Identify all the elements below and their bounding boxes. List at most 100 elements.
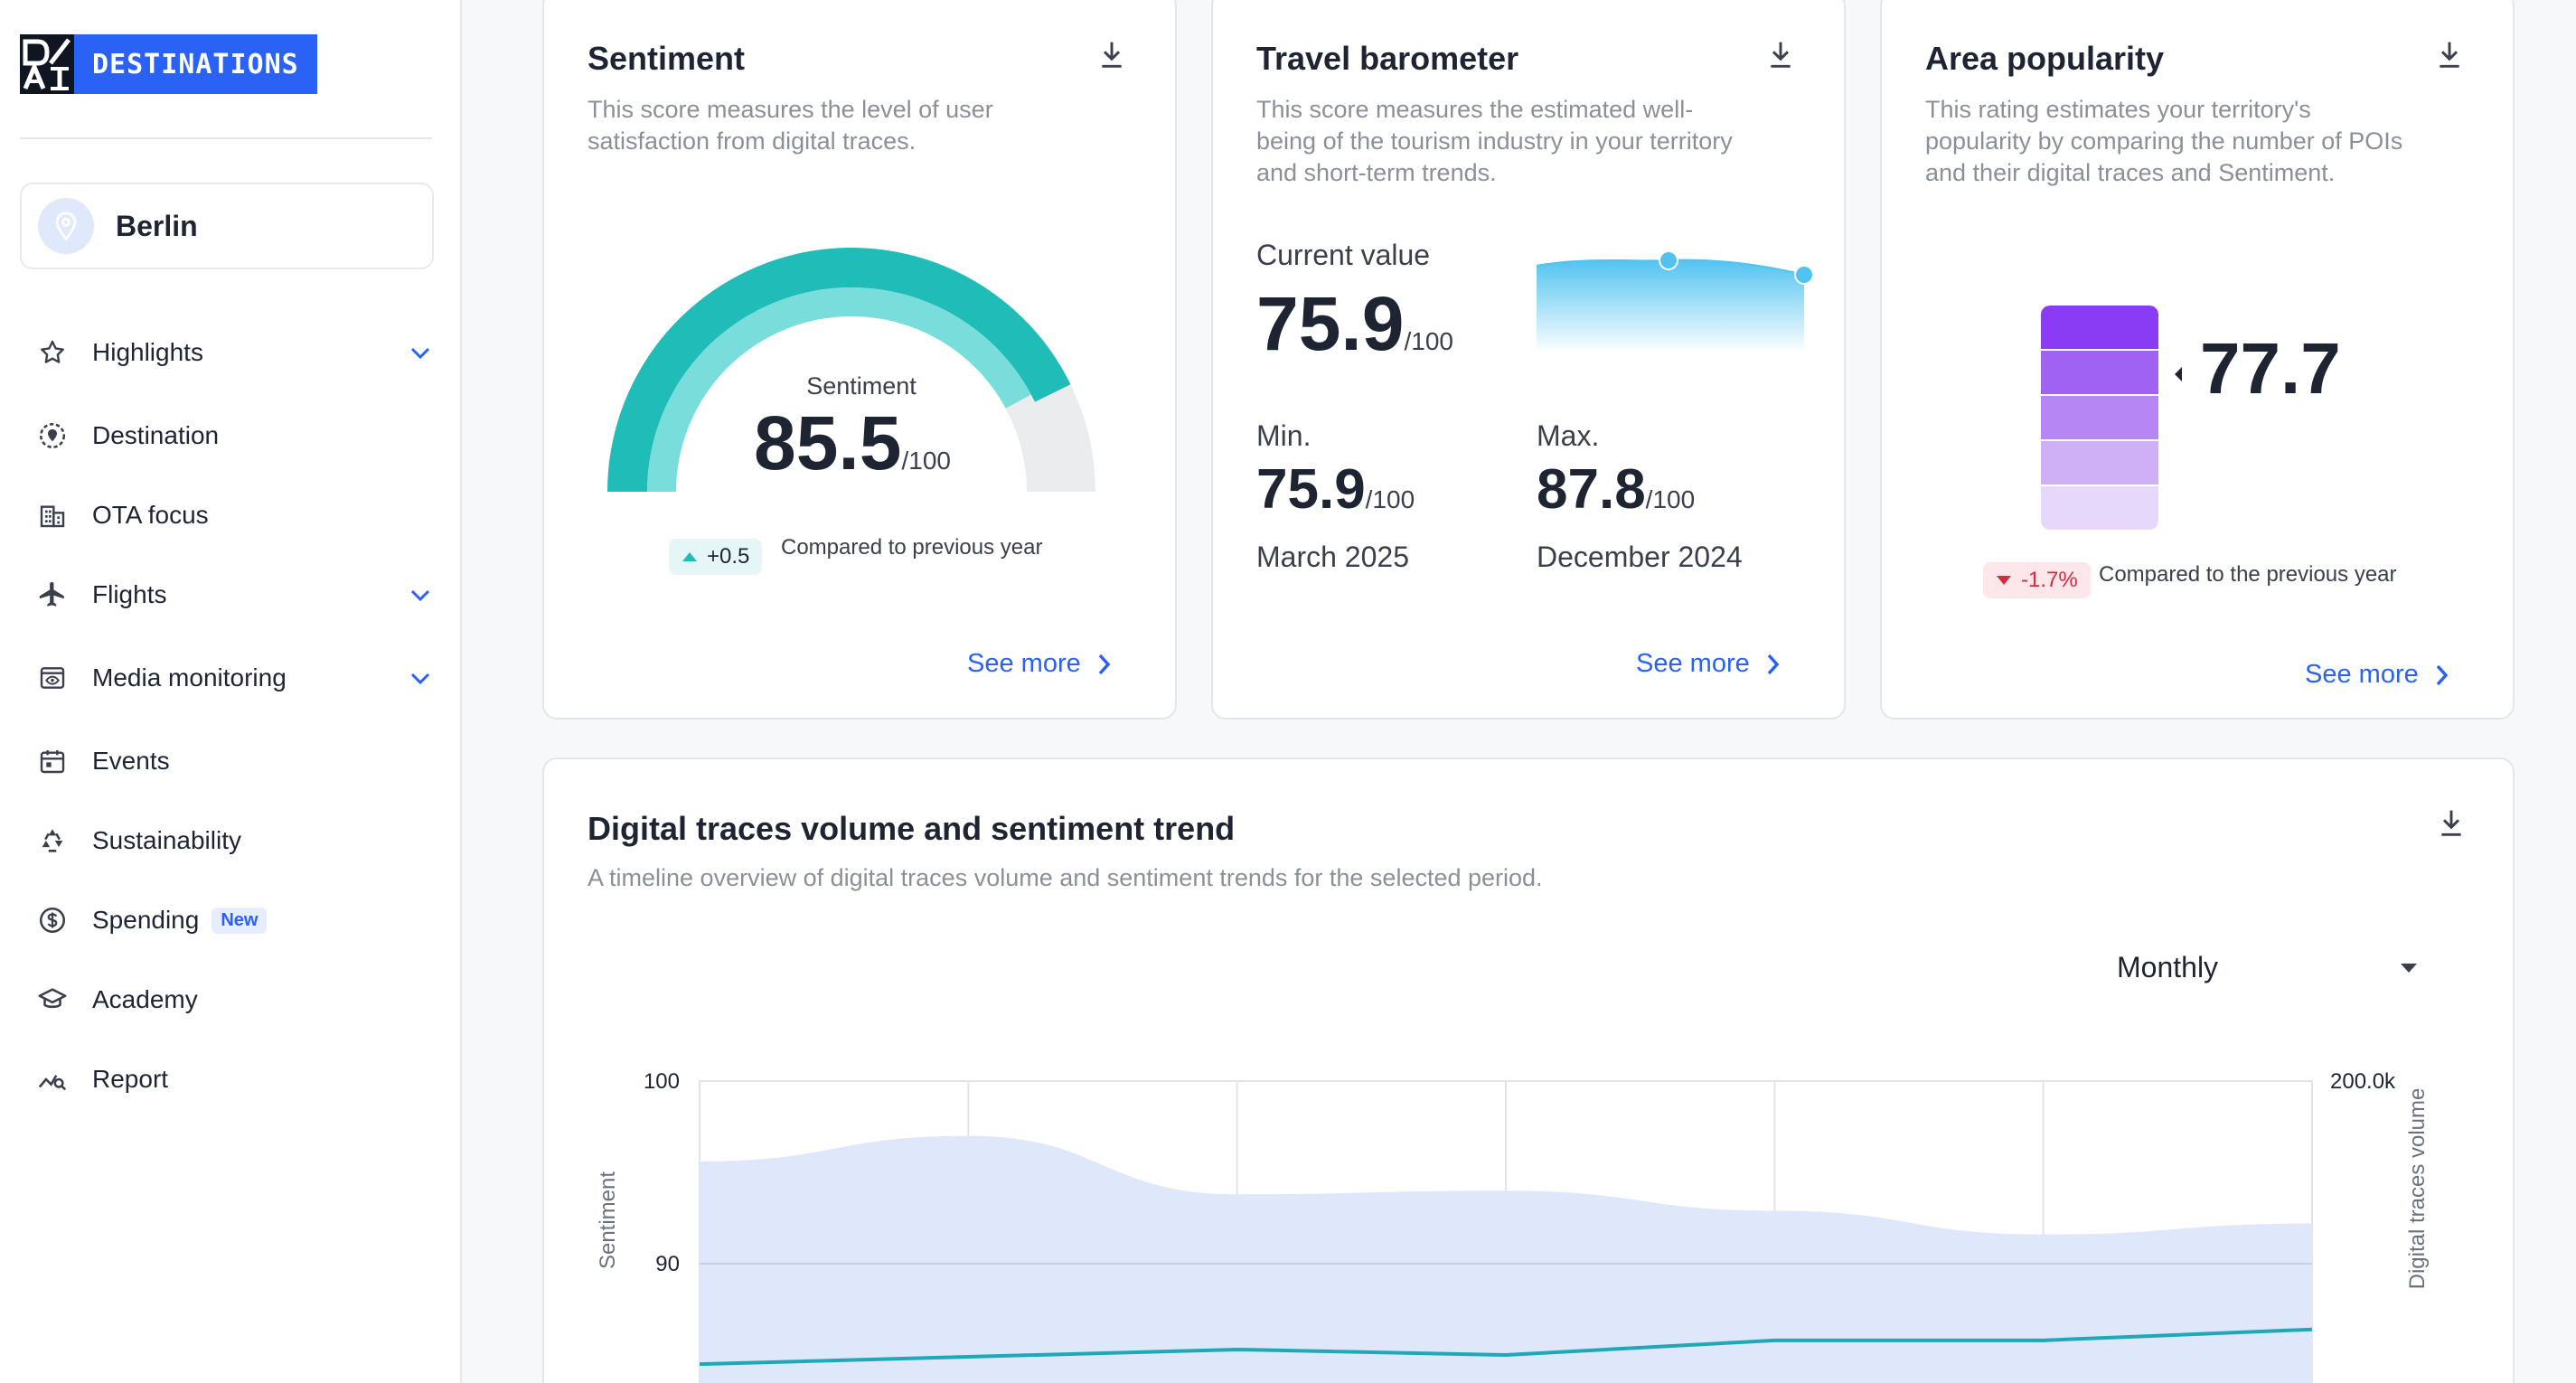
sidebar-item-sustainability[interactable]: Sustainability <box>34 814 432 868</box>
sidebar-item-ota-focus[interactable]: OTA focus <box>34 488 432 542</box>
sparkline-area <box>1537 259 1804 353</box>
max-label: Max. <box>1537 419 1600 452</box>
sidebar-item-label: Media monitoring <box>92 663 287 692</box>
period-select[interactable]: Monthly <box>2117 940 2460 994</box>
volume-area <box>700 1135 2312 1383</box>
scale-segment <box>2041 486 2158 530</box>
chevron-down-icon[interactable] <box>409 669 432 692</box>
y2-axis-label: Digital traces volume <box>2405 1088 2430 1290</box>
sidebar-item-label: Academy <box>92 985 198 1013</box>
sidebar-item-label: Sustainability <box>92 826 241 854</box>
card-description: A timeline overview of digital traces vo… <box>588 864 1543 891</box>
compare-text: Compared to the previous year <box>2099 562 2397 587</box>
sidebar-item-highlights[interactable]: Highlights <box>34 325 432 380</box>
value-unit: /100 <box>901 447 952 475</box>
compare-text: Compared to previous year <box>781 535 1043 560</box>
sidebar-item-events[interactable]: Events <box>34 734 432 788</box>
star-icon <box>34 334 71 371</box>
scale-segment <box>2041 306 2158 349</box>
card-description: This score measures the estimated well- … <box>1256 96 1733 186</box>
location-selector[interactable]: Berlin <box>20 183 434 269</box>
building-icon <box>34 497 71 533</box>
logo-mark-icon <box>20 34 74 94</box>
download-icon[interactable] <box>1766 38 1795 71</box>
new-badge: New <box>212 907 268 934</box>
barometer-sparkline <box>1536 250 1813 353</box>
popularity-scale <box>2041 306 2158 530</box>
sentiment-card: Sentiment This score measures the level … <box>542 0 1177 720</box>
scale-segment <box>2041 351 2158 394</box>
sidebar-item-report[interactable]: Report <box>34 1052 432 1106</box>
chevron-right-icon <box>2436 664 2449 685</box>
area-popularity-card: Area popularity This rating estimates yo… <box>1880 0 2515 720</box>
calendar-icon <box>34 743 71 779</box>
chevron-down-icon[interactable] <box>409 343 432 366</box>
gauge-inner-fill <box>647 287 1031 492</box>
period-select-value: Monthly <box>2117 950 2219 983</box>
current-value: 75.9/100 <box>1256 281 1453 366</box>
sidebar-item-flights[interactable]: Flights <box>34 568 432 622</box>
see-more-link[interactable]: See more <box>2305 660 2449 690</box>
sidebar-item-label: Destination <box>92 421 220 449</box>
card-title: Travel barometer <box>1256 40 1519 77</box>
sentiment-value: 85.5/100 <box>754 400 952 485</box>
sparkline-current-point <box>1794 265 1813 285</box>
location-target-icon <box>34 418 71 454</box>
y-tick-label: 90 <box>655 1252 680 1276</box>
sidebar-item-label: Report <box>92 1065 169 1093</box>
max-value: 87.8/100 <box>1537 458 1696 521</box>
sidebar-item-destination[interactable]: Destination <box>34 409 432 463</box>
dollar-icon <box>34 902 71 938</box>
card-title: Sentiment <box>588 40 746 77</box>
card-description: This rating estimates your territory's p… <box>1925 96 2403 186</box>
change-badge: -1.7% <box>1983 562 2091 598</box>
sidebar-item-label: Highlights <box>92 338 203 366</box>
chevron-down-icon[interactable] <box>409 586 432 608</box>
sparkline-max-point <box>1659 250 1678 270</box>
y-tick-label: 100 <box>644 1069 680 1094</box>
chevron-right-icon <box>1767 654 1780 674</box>
recycle-icon <box>34 823 71 859</box>
gauge-label: Sentiment <box>806 372 917 400</box>
trend-chart: 100 90 200.0k Sentiment Digital traces volum… <box>596 1069 2430 1383</box>
sidebar-item-label: OTA focus <box>92 501 209 529</box>
download-icon[interactable] <box>2435 38 2464 71</box>
scale-segment <box>2041 396 2158 439</box>
download-icon[interactable] <box>2437 806 2466 839</box>
see-more-link[interactable]: See more <box>1636 649 1781 679</box>
sentiment-gauge <box>607 248 1095 492</box>
chevron-right-icon <box>1098 654 1111 674</box>
sidebar-item-academy[interactable]: Academy <box>34 973 432 1027</box>
brand-wordmark: DESTINATIONS <box>74 34 317 94</box>
value-unit: /100 <box>1365 485 1415 513</box>
location-pin-icon <box>38 198 94 254</box>
sidebar-item-label: Spending <box>92 906 200 934</box>
trend-card: Digital traces volume and sentiment tren… <box>542 757 2515 1383</box>
sidebar-divider <box>20 137 432 139</box>
min-date: March 2025 <box>1256 541 1409 573</box>
eye-screen-icon <box>34 660 71 696</box>
sidebar-item-label: Flights <box>92 580 167 608</box>
caret-down-icon <box>2401 964 2417 973</box>
graduation-cap-icon <box>34 982 71 1018</box>
airplane-icon <box>34 577 71 613</box>
sidebar-item-media-monitoring[interactable]: Media monitoring <box>34 651 432 705</box>
brand-logo[interactable]: DESTINATIONS <box>20 34 317 94</box>
triangle-up-icon <box>682 552 697 561</box>
value-unit: /100 <box>1645 485 1696 513</box>
sidebar: DESTINATIONS Berlin Highlights Destinati… <box>0 0 462 1383</box>
scale-segment <box>2041 441 2158 485</box>
min-label: Min. <box>1256 419 1312 452</box>
change-badge: +0.5 <box>669 539 763 575</box>
sidebar-item-spending[interactable]: Spending New <box>34 893 432 947</box>
card-title: Area popularity <box>1925 40 2165 77</box>
see-more-link[interactable]: See more <box>967 649 1112 679</box>
gauge-fill <box>607 248 1071 492</box>
triangle-down-icon <box>1997 576 2011 585</box>
y-axis-label: Sentiment <box>596 1171 620 1269</box>
sidebar-item-label: Events <box>92 747 170 775</box>
download-icon[interactable] <box>1097 38 1126 71</box>
card-title: Digital traces volume and sentiment tren… <box>588 810 1236 847</box>
travel-barometer-card: Travel barometer This score measures the… <box>1211 0 1846 720</box>
y2-tick-label: 200.0k <box>2330 1069 2396 1094</box>
